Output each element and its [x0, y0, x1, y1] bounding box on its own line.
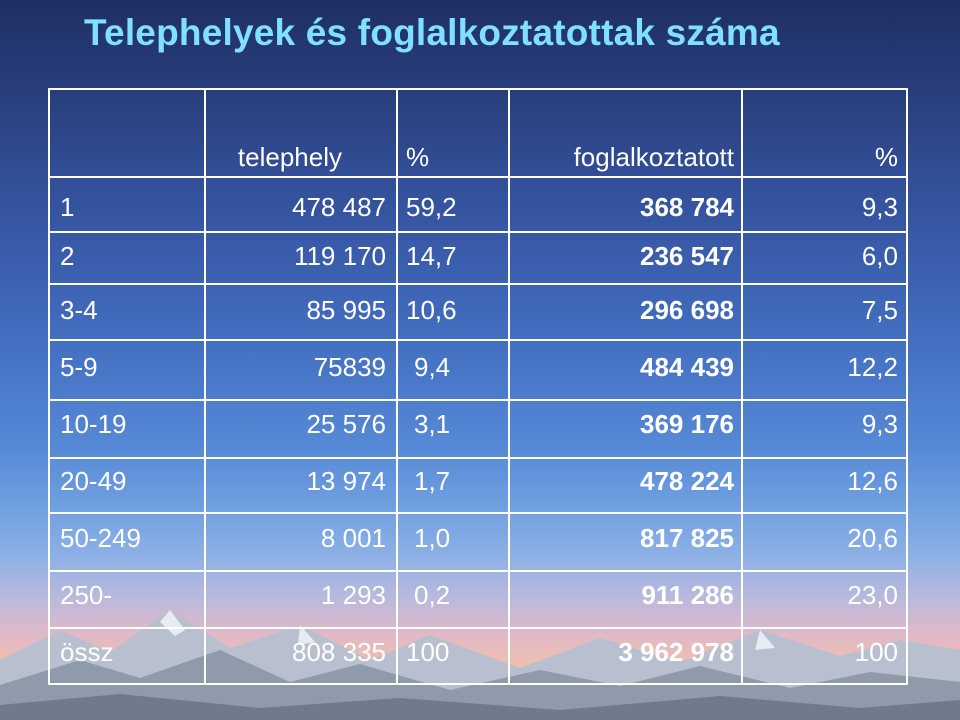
row-category: 5-9	[60, 352, 98, 382]
data-table	[48, 88, 908, 685]
row-category: 2	[60, 241, 75, 271]
row-telephely-percent: 0,2	[414, 580, 451, 610]
row-foglalkoztatott: 3 962 978	[618, 637, 734, 667]
row-foglalkoztatott: 296 698	[640, 295, 734, 325]
row-telephely: 808 335	[292, 637, 386, 667]
row-foglalkoztatott-percent: 9,3	[861, 409, 898, 439]
row-foglalkoztatott-percent: 12,6	[847, 466, 898, 496]
row-foglalkoztatott-percent: 100	[854, 637, 898, 667]
row-telephely-percent: 10,6	[406, 295, 457, 325]
row-category: 3-4	[60, 295, 98, 325]
row-category: 250-	[60, 580, 113, 610]
row-telephely: 25 576	[306, 409, 386, 439]
page-title: Telephelyek és foglalkoztatottak száma	[84, 12, 780, 53]
row-foglalkoztatott-percent: 23,0	[847, 580, 898, 610]
row-foglalkoztatott: 368 784	[640, 192, 734, 222]
row-telephely: 85 995	[306, 295, 386, 325]
row-foglalkoztatott-percent: 20,6	[847, 523, 898, 553]
row-category: 20-49	[60, 466, 127, 496]
row-telephely: 13 974	[306, 466, 386, 496]
row-telephely-percent: 3,1	[414, 409, 451, 439]
header-foglalkoztatott: foglalkoztatott	[573, 142, 734, 172]
row-foglalkoztatott-percent: 9,3	[861, 192, 898, 222]
row-telephely: 478 487	[292, 192, 386, 222]
row-telephely-percent: 9,4	[414, 352, 451, 382]
row-telephely: 8 001	[320, 523, 386, 553]
row-category: 50-249	[60, 523, 141, 553]
row-telephely-percent: 100	[406, 637, 450, 667]
row-telephely: 119 170	[293, 241, 386, 271]
row-foglalkoztatott: 236 547	[640, 241, 734, 271]
row-foglalkoztatott-percent: 7,5	[861, 295, 898, 325]
header-foglalkoztatott-percent: %	[874, 142, 898, 172]
header-telephely-percent: %	[406, 142, 430, 172]
row-telephely: 1 293	[320, 580, 386, 610]
row-telephely-percent: 14,7	[406, 241, 457, 271]
row-foglalkoztatott-percent: 12,2	[847, 352, 898, 382]
row-category: 1	[60, 192, 75, 222]
row-foglalkoztatott: 817 825	[640, 523, 734, 553]
row-telephely: 75839	[313, 352, 386, 382]
row-foglalkoztatott-percent: 6,0	[861, 241, 898, 271]
row-telephely-percent: 1,0	[414, 523, 451, 553]
table-grid-lines	[48, 88, 908, 685]
mountain-background	[0, 610, 960, 720]
row-foglalkoztatott: 484 439	[640, 352, 734, 382]
row-foglalkoztatott: 478 224	[640, 466, 734, 496]
row-category: össz	[60, 637, 114, 667]
row-foglalkoztatott: 369 176	[640, 409, 734, 439]
row-foglalkoztatott: 911 286	[641, 580, 734, 610]
row-telephely-percent: 59,2	[406, 192, 457, 222]
row-category: 10-19	[60, 409, 127, 439]
row-telephely-percent: 1,7	[414, 466, 451, 496]
header-telephely: telephely	[237, 142, 342, 172]
